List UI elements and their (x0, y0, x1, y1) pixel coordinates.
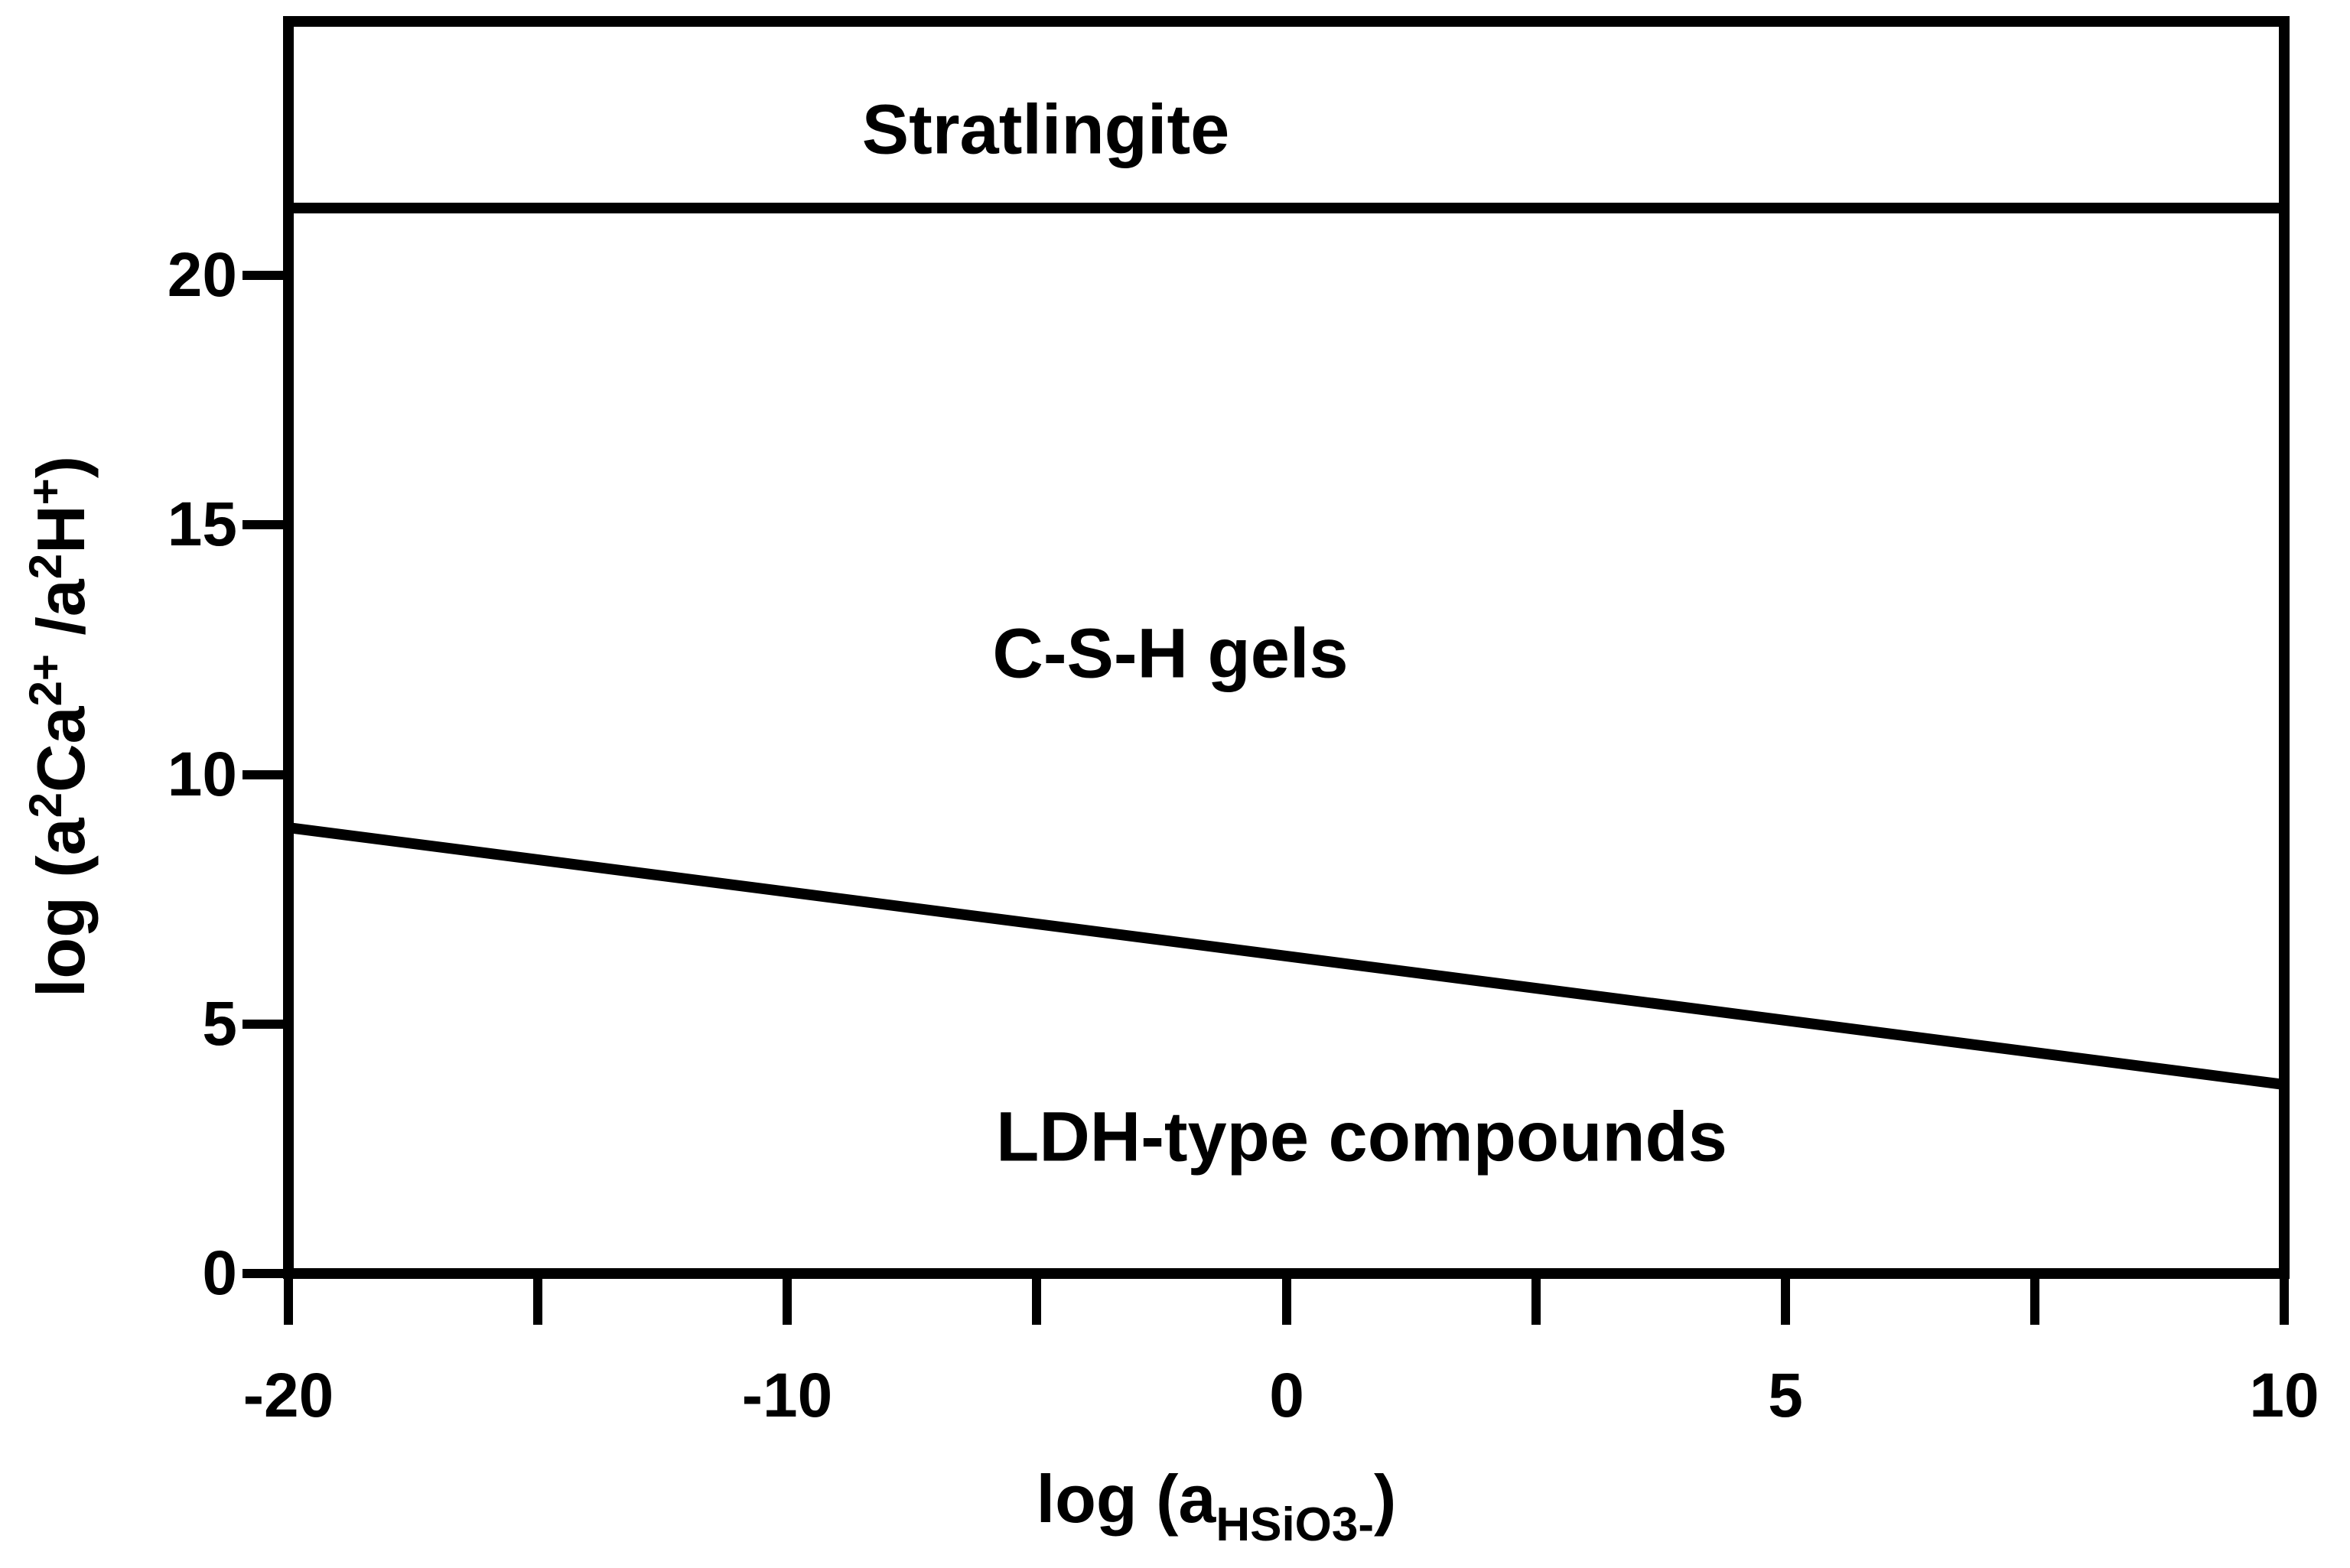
y-tick-label-5: 5 (202, 989, 237, 1059)
y-title-sup3: 2 (20, 553, 71, 580)
y-tick-5 (242, 1020, 288, 1029)
y-tick-label-20: 20 (167, 240, 237, 310)
x-tick-4 (1032, 1279, 1041, 1325)
x-tick-2 (533, 1279, 542, 1325)
x-tick-9 (2280, 1279, 2289, 1325)
y-title-sup4: + (20, 478, 71, 506)
y-title-sup1: 2 (20, 792, 71, 818)
x-title-close: ) (1374, 1461, 1397, 1537)
x-axis-title: log (aHSiO3-) (1036, 1460, 1397, 1551)
y-title-p3: /a (23, 579, 99, 655)
x-tick-label-neg10: -10 (741, 1361, 833, 1430)
x-tick-8 (2030, 1279, 2039, 1325)
x-title-subscript: HSiO3- (1216, 1498, 1375, 1551)
y-tick-label-0: 0 (202, 1238, 237, 1308)
x-tick-label-0: 0 (1269, 1361, 1304, 1430)
y-tick-label-15: 15 (167, 490, 237, 559)
region-label-csh-gels: C-S-H gels (992, 614, 1349, 693)
x-tick-5 (1282, 1279, 1291, 1325)
x-tick-3 (783, 1279, 792, 1325)
y-tick-0 (242, 1269, 288, 1278)
y-tick-20 (242, 271, 288, 280)
region-label-ldh-compounds: LDH-type compounds (996, 1098, 1727, 1176)
x-tick-label-neg20: -20 (242, 1361, 334, 1430)
x-tick-label-10: 10 (2249, 1361, 2319, 1430)
csh-ldh-boundary-line (288, 822, 2285, 1090)
stratlingite-csh-boundary-line (288, 203, 2284, 213)
plot-border (283, 16, 2290, 1279)
y-title-p1: log (a (23, 818, 99, 998)
x-tick-6 (1531, 1279, 1541, 1325)
y-title-p4: H (23, 505, 99, 554)
region-label-stratlingite: Stratlingite (861, 90, 1230, 169)
y-tick-10 (242, 770, 288, 779)
x-tick-7 (1781, 1279, 1790, 1325)
y-tick-label-10: 10 (167, 740, 237, 809)
y-title-p5: ) (23, 455, 99, 479)
y-title-sup2: 2+ (20, 654, 71, 707)
y-tick-15 (242, 520, 288, 529)
y-axis-title: log (a2Ca2+ /a2H+) (20, 455, 100, 998)
x-tick-1 (284, 1279, 293, 1325)
y-title-p2: Ca (23, 706, 99, 793)
x-tick-label-5: 5 (1768, 1361, 1803, 1430)
x-title-main: log (a (1036, 1461, 1216, 1537)
